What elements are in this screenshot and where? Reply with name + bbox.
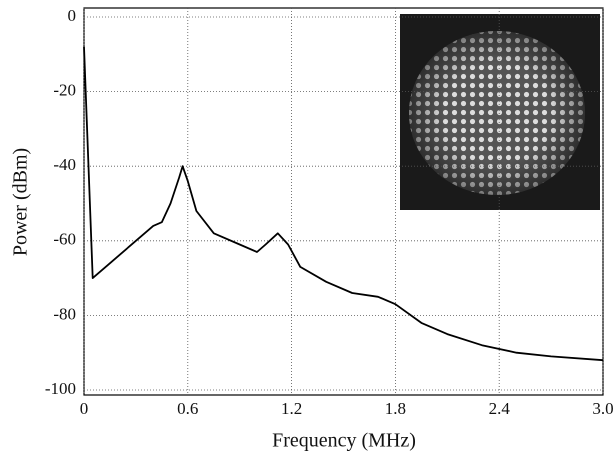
- plot-frame: [83, 7, 604, 396]
- x-tick-label: 1.2: [281, 399, 302, 418]
- x-tick-label: 3.0: [592, 399, 613, 418]
- y-axis-label: Power (dBm): [10, 148, 32, 256]
- x-tick-label: 1.8: [385, 399, 406, 418]
- x-tick-label: 0.6: [177, 399, 198, 418]
- y-tick-label: -60: [53, 230, 76, 249]
- y-tick-label: -20: [53, 81, 76, 100]
- x-tick-label: 0: [80, 399, 89, 418]
- y-tick-label: -80: [53, 304, 76, 323]
- y-tick-label: 0: [68, 6, 77, 25]
- line: [83, 46, 604, 362]
- inset-image: [400, 14, 600, 210]
- y-tick-label: -40: [53, 155, 76, 174]
- x-axis-label: Frequency (MHz): [272, 430, 416, 452]
- x-tick-label: 2.4: [489, 399, 511, 418]
- y-tick-label: -100: [45, 379, 76, 398]
